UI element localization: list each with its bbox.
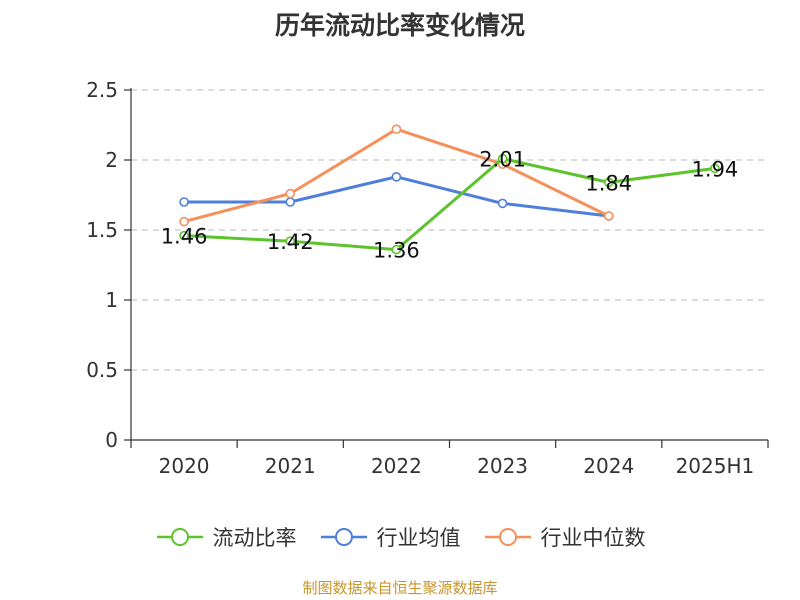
data-label: 2.01 xyxy=(479,148,526,172)
legend-swatch-icon xyxy=(320,528,367,546)
data-point xyxy=(285,236,296,246)
y-tick-label: 2.5 xyxy=(86,78,118,102)
y-tick-label: 1 xyxy=(105,288,118,312)
source-note: 制图数据来自恒生聚源数据库 xyxy=(302,579,498,597)
data-label: 1.46 xyxy=(161,225,208,249)
data-point xyxy=(179,197,189,207)
legend: 流动比率 行业均值 行业中位数 xyxy=(0,519,800,555)
data-point xyxy=(497,153,508,164)
legend-label: 行业中位数 xyxy=(540,526,646,550)
data-point xyxy=(391,244,402,255)
y-tick-label: 2 xyxy=(105,148,118,172)
legend-swatch-icon xyxy=(156,528,203,546)
axes: 0 0.5 1 1.5 2 2.5 2020 2021 2022 2023 2024 2025H1 xyxy=(86,78,769,478)
data-point xyxy=(285,197,296,207)
data-point xyxy=(497,198,508,209)
data-label: 1.36 xyxy=(373,239,420,263)
legend-label: 流动比率 xyxy=(212,526,297,550)
y-tick-label: 0 xyxy=(105,428,118,452)
x-tick-label: 2025H1 xyxy=(676,454,755,478)
y-tick-label: 0.5 xyxy=(86,358,118,382)
x-tick-label: 2021 xyxy=(265,454,316,478)
x-tick-label: 2024 xyxy=(583,454,634,478)
data-point xyxy=(179,230,189,241)
series-line-1 xyxy=(184,175,609,218)
data-point xyxy=(603,177,614,188)
data-point xyxy=(179,216,189,227)
x-tick-label: 2022 xyxy=(371,454,422,478)
chart-title: 历年流动比率变化情况 xyxy=(274,11,525,40)
legend-swatch-icon xyxy=(484,528,531,546)
x-tick-label: 2023 xyxy=(477,454,528,478)
legend-item[interactable]: 行业均值 xyxy=(319,522,461,552)
grid-lines xyxy=(131,89,768,371)
data-label: 1.94 xyxy=(692,157,739,181)
data-label: 1.42 xyxy=(267,230,314,254)
data-labels: 1.46 1.42 1.36 2.01 1.84 1.94 xyxy=(161,148,739,263)
data-point xyxy=(603,211,614,221)
series-lines xyxy=(179,124,720,255)
data-point xyxy=(710,163,720,174)
legend-item[interactable]: 行业中位数 xyxy=(483,522,646,552)
data-point xyxy=(285,188,296,199)
series-line-0 xyxy=(184,157,716,252)
y-tick-label: 1.5 xyxy=(86,218,118,242)
legend-label: 行业均值 xyxy=(376,526,461,550)
legend-item[interactable]: 流动比率 xyxy=(155,522,297,552)
data-point xyxy=(391,172,402,182)
data-label: 1.84 xyxy=(585,171,632,195)
data-point xyxy=(391,124,402,134)
x-tick-label: 2020 xyxy=(159,454,210,478)
